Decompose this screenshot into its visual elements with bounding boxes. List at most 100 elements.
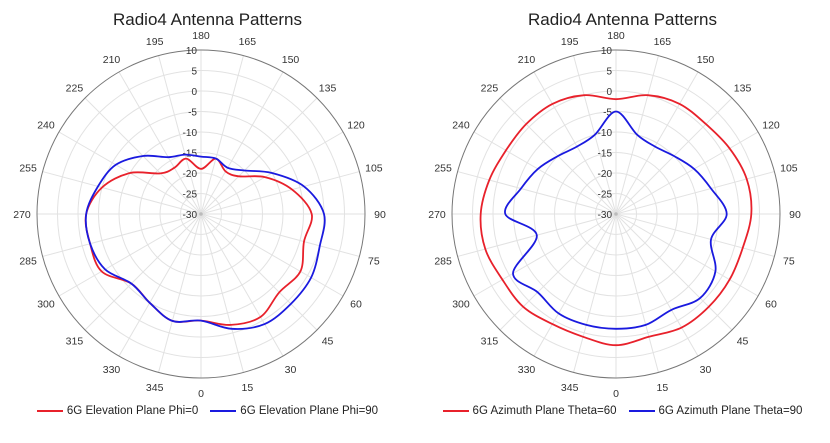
grid-spoke [200,213,318,331]
grid-spoke [158,213,202,373]
r-tick-label: 10 [186,46,198,57]
theta-tick-label: 60 [350,299,362,311]
legend-item: 6G Azimuth Plane Theta=60 [442,405,617,417]
polar-plot-left: 1801651501351201059075604530150345330315… [13,30,386,400]
grid-spoke [473,213,617,297]
grid-spoke [200,71,284,215]
legend-label: 6G Elevation Plane Phi=90 [240,405,379,417]
chart-title: Radio4 Antenna Patterns [112,10,303,29]
grid-spoke [200,97,318,215]
theta-tick-label: 30 [700,364,712,376]
right-chart-panel: Radio4 Antenna Patterns 180 165 150 135 120 1… [415,0,830,443]
r-tick-label: 0 [191,87,197,98]
grid-spoke [615,213,759,297]
left-chart-panel: Radio4 Antenna Patterns 180 165 150 135 120 1… [13,10,386,417]
theta-tick-label: 75 [368,255,380,267]
theta-tick-label: 135 [734,82,752,94]
r-tick-label: -10 [183,128,198,139]
theta-tick-label: 210 [103,54,121,66]
legend-label: 6G Azimuth Plane Theta=90 [658,405,803,417]
theta-tick-label: 105 [780,163,798,175]
center-point [614,212,618,216]
theta-tick-label: 120 [347,120,365,132]
grid-spoke [615,131,759,215]
grid-spoke [200,55,244,215]
legend-swatch-blue [210,410,237,412]
theta-tick-label: 210 [518,54,536,66]
theta-tick-label: 180 [192,30,210,42]
theta-tick-label: 345 [146,382,164,394]
theta-tick-label: 240 [452,120,470,132]
theta-tick-label: 150 [697,54,715,66]
theta-tick-label: 60 [765,299,777,311]
center-point [199,212,203,216]
theta-tick-label: 45 [322,336,334,348]
grid-spoke [533,71,617,215]
theta-tick-label: 315 [481,336,499,348]
r-tick-label: -30 [183,210,198,221]
r-tick-label: -10 [598,128,613,139]
theta-tick-label: 345 [561,382,579,394]
theta-tick-label: 225 [66,82,84,94]
legend-swatch-blue [628,410,655,412]
theta-tick-label: 330 [518,364,536,376]
legend-swatch-red [442,410,469,412]
theta-tick-label: 30 [285,364,297,376]
theta-tick-label: 330 [103,364,121,376]
theta-tick-label: 270 [428,209,446,221]
theta-tick-label: 285 [19,255,37,267]
grid-spoke [533,213,617,357]
grid-spoke [615,213,699,357]
legend-item: 6G Elevation Plane Phi=0 [36,405,198,417]
grid-spoke [42,213,202,257]
legend-item: 6G Elevation Plane Phi=90 [210,405,378,417]
theta-tick-label: 225 [481,82,499,94]
grid-spoke [200,213,244,373]
theta-tick-label: 195 [146,36,164,48]
theta-tick-label: 240 [37,120,55,132]
r-tick-label: 0 [606,87,612,98]
grid-spoke [473,131,617,215]
series-line-red [479,94,753,347]
grid-spoke [573,213,617,373]
theta-tick-label: 45 [737,336,749,348]
r-tick-label: -25 [183,190,198,201]
legend: 6G Azimuth Plane Theta=60 6G Azimuth Pla… [415,403,830,419]
grid-spoke [615,213,775,257]
outer-ring [451,49,781,379]
theta-tick-label: 255 [19,163,37,175]
r-tick-label: -30 [598,210,613,221]
theta-tick-label: 255 [434,163,452,175]
theta-tick-label: 165 [654,36,672,48]
theta-tick-label: 0 [613,388,619,400]
grid-spoke [615,71,699,215]
polar-plot-right: 1801651501351201059075604530150345330315… [428,30,801,400]
theta-tick-label: 105 [365,163,383,175]
theta-tick-label: 75 [783,255,795,267]
theta-tick-label: 15 [241,382,253,394]
grid-spoke [58,213,202,297]
r-tick-label: -25 [598,190,613,201]
grid-spoke [200,213,284,357]
theta-tick-label: 90 [374,209,386,221]
grid-spoke [200,171,360,215]
grid-spoke [200,213,344,297]
r-tick-label: -5 [603,108,612,119]
grid-spoke [615,171,775,215]
grid-spoke [84,213,202,331]
polar-grid [36,49,366,379]
legend-label: 6G Azimuth Plane Theta=60 [472,405,617,417]
theta-tick-label: 300 [452,299,470,311]
theta-tick-label: 315 [66,336,84,348]
legend-item: 6G Azimuth Plane Theta=90 [628,405,803,417]
theta-tick-label: 15 [656,382,668,394]
theta-tick-label: 90 [789,209,801,221]
theta-tick-label: 285 [434,255,452,267]
theta-tick-label: 165 [239,36,257,48]
grid-spoke [615,213,659,373]
series-line-blue [504,110,728,330]
theta-tick-label: 180 [607,30,625,42]
chart-title: Radio4 Antenna Patterns [527,10,718,29]
theta-tick-label: 0 [198,388,204,400]
grid-spoke [118,213,202,357]
